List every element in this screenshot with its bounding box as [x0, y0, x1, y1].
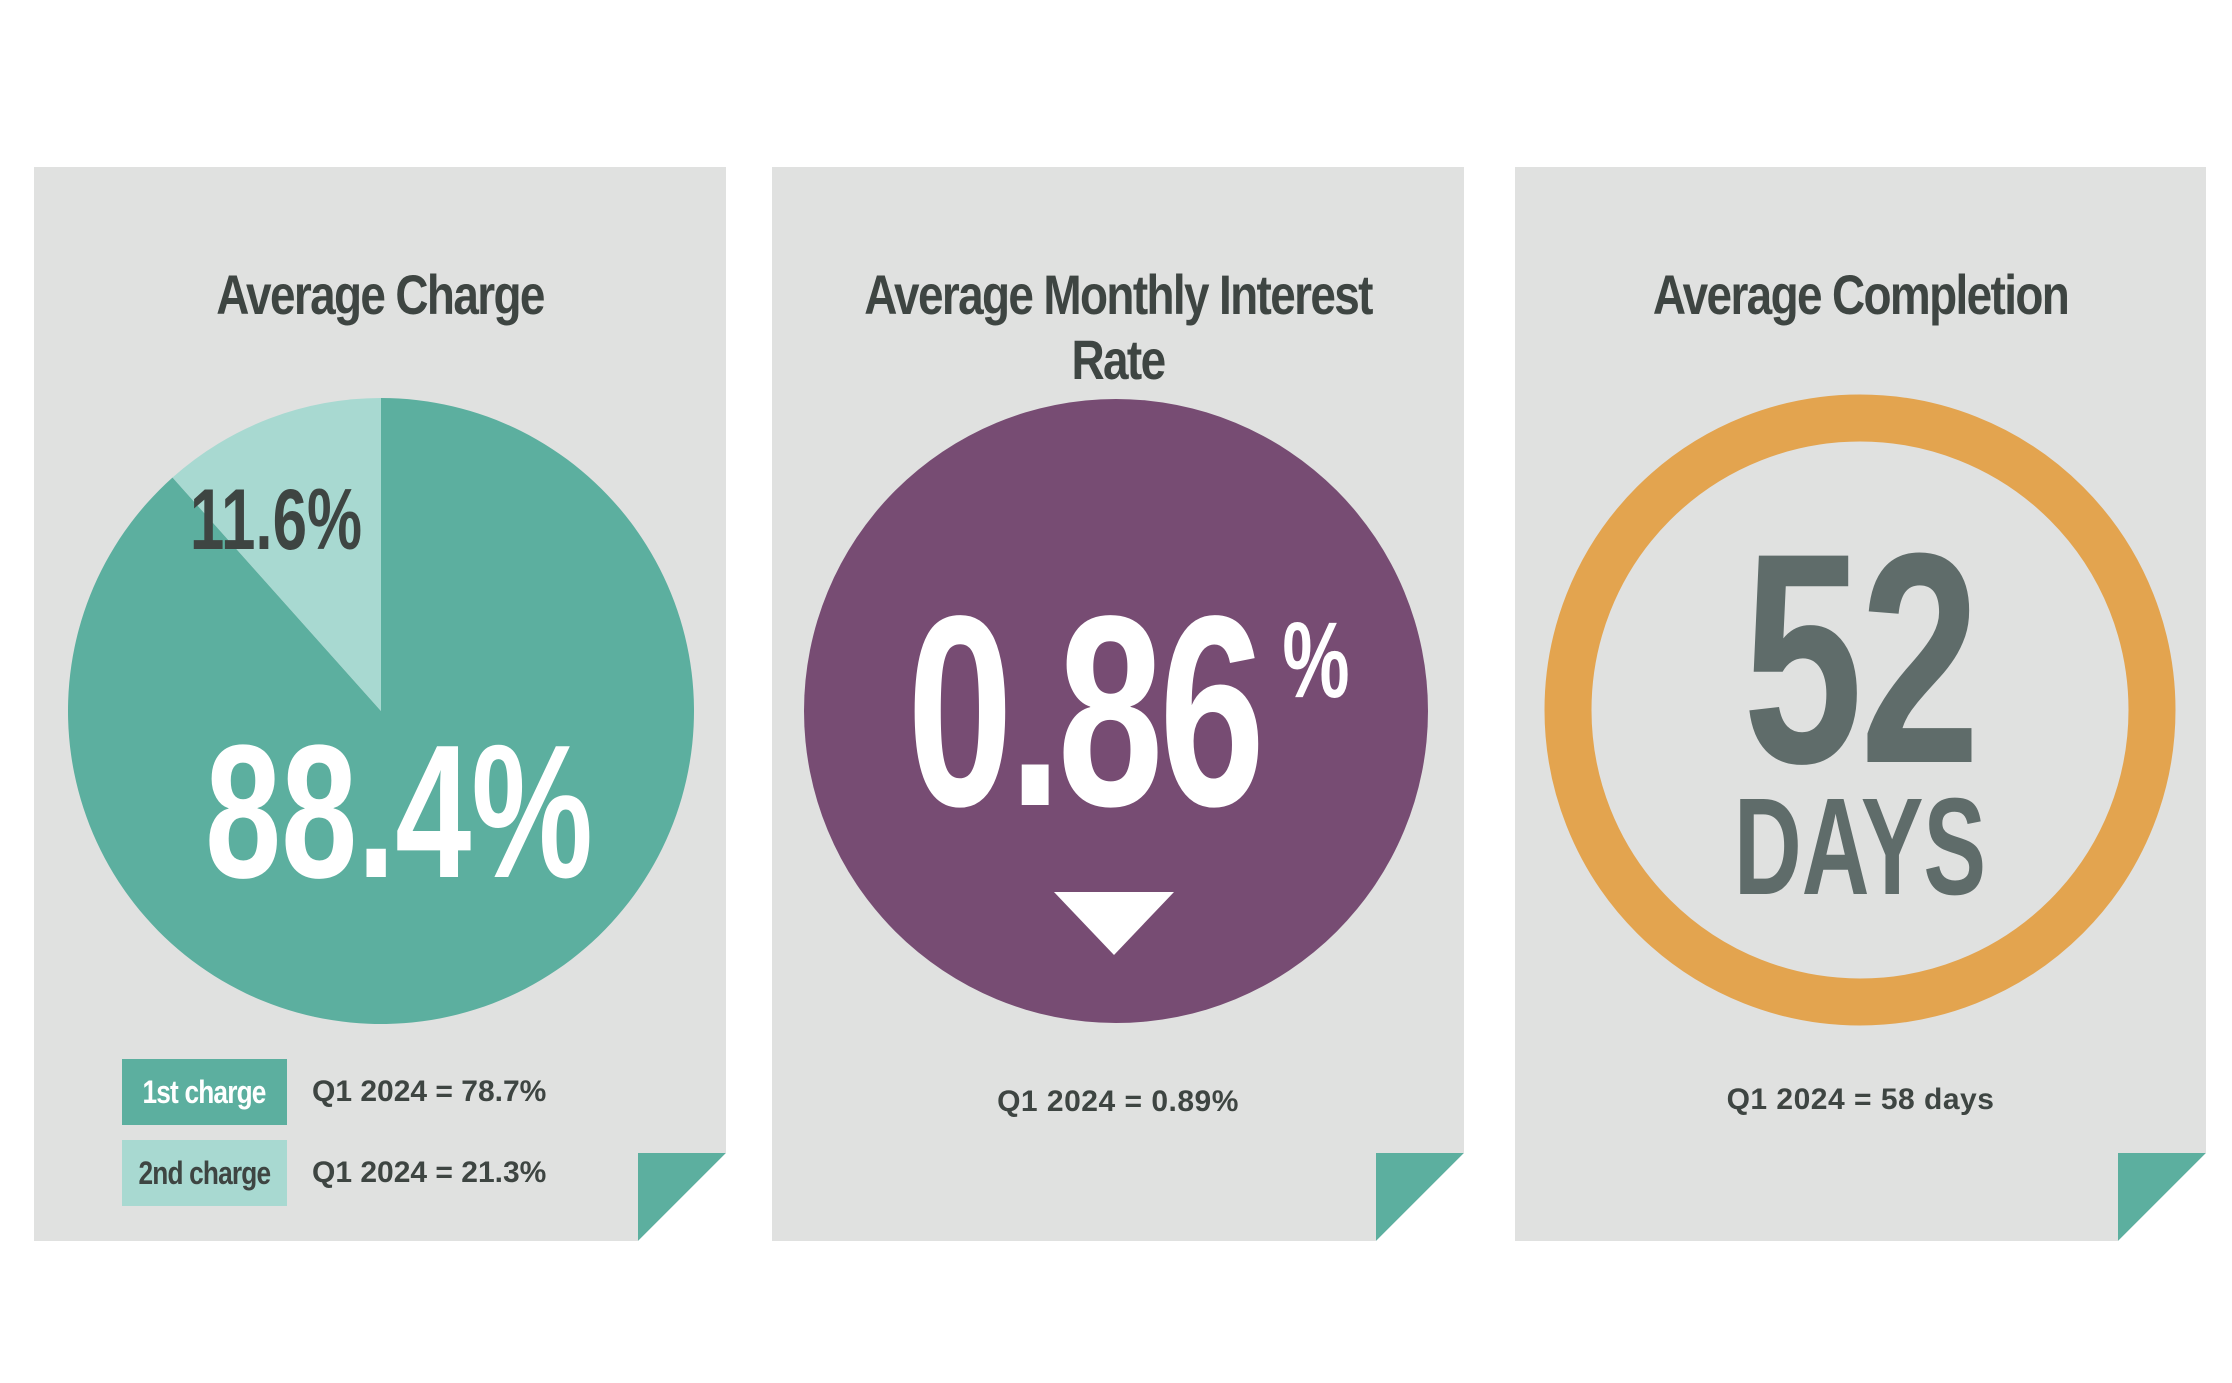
folded-corner-icon — [2118, 1153, 2206, 1241]
pie-slice-2nd-charge — [172, 398, 381, 711]
legend-swatch: 1st charge — [122, 1059, 287, 1125]
average-charge-pie-chart: 88.4% 11.6% — [67, 398, 694, 1024]
legend-label: 2nd charge — [138, 1155, 272, 1191]
card-title: Average Monthly Interest Rate — [864, 263, 1373, 391]
completion-ring — [1544, 394, 2176, 1026]
legend-swatch: 2nd charge — [122, 1140, 287, 1206]
completion-comparison: Q1 2024 = 58 days — [1726, 1083, 1995, 1116]
completion-graphic: 52 DAYS — [1544, 394, 2176, 1026]
completion-days-number: 52 — [1743, 491, 1977, 826]
pie-slice-1st-charge — [67, 398, 694, 1024]
pie-label-2nd-charge: 11.6% — [190, 471, 362, 567]
completion-days-unit: DAYS — [1734, 770, 1986, 924]
legend-comparison: Q1 2024 = 21.3% — [312, 1156, 547, 1189]
interest-rate-value: 0.86 — [907, 558, 1261, 863]
card-title: Average Charge — [216, 263, 545, 326]
down-triangle-icon — [1054, 892, 1174, 955]
interest-rate-graphic: 0.86 % — [804, 399, 1428, 1023]
pie-label-1st-charge: 88.4% — [205, 706, 593, 918]
folded-corner-icon — [1376, 1153, 1464, 1241]
interest-rate-comparison: Q1 2024 = 0.89% — [997, 1085, 1239, 1118]
legend-label: 1st charge — [142, 1074, 267, 1110]
average-completion-card: Average Completion 52 DAYS Q1 2024 = 58 … — [1515, 167, 2206, 1241]
average-interest-rate-card: Average Monthly Interest Rate 0.86 % Q1 … — [772, 167, 1464, 1241]
interest-rate-unit: % — [1282, 600, 1349, 720]
card-title: Average Completion — [1652, 263, 2070, 326]
interest-rate-circle — [804, 399, 1428, 1023]
legend-comparison: Q1 2024 = 78.7% — [312, 1075, 547, 1108]
average-charge-card: Average Charge 88.4% 11.6% 1st charge Q1 … — [34, 167, 726, 1241]
folded-corner-icon — [638, 1153, 726, 1241]
